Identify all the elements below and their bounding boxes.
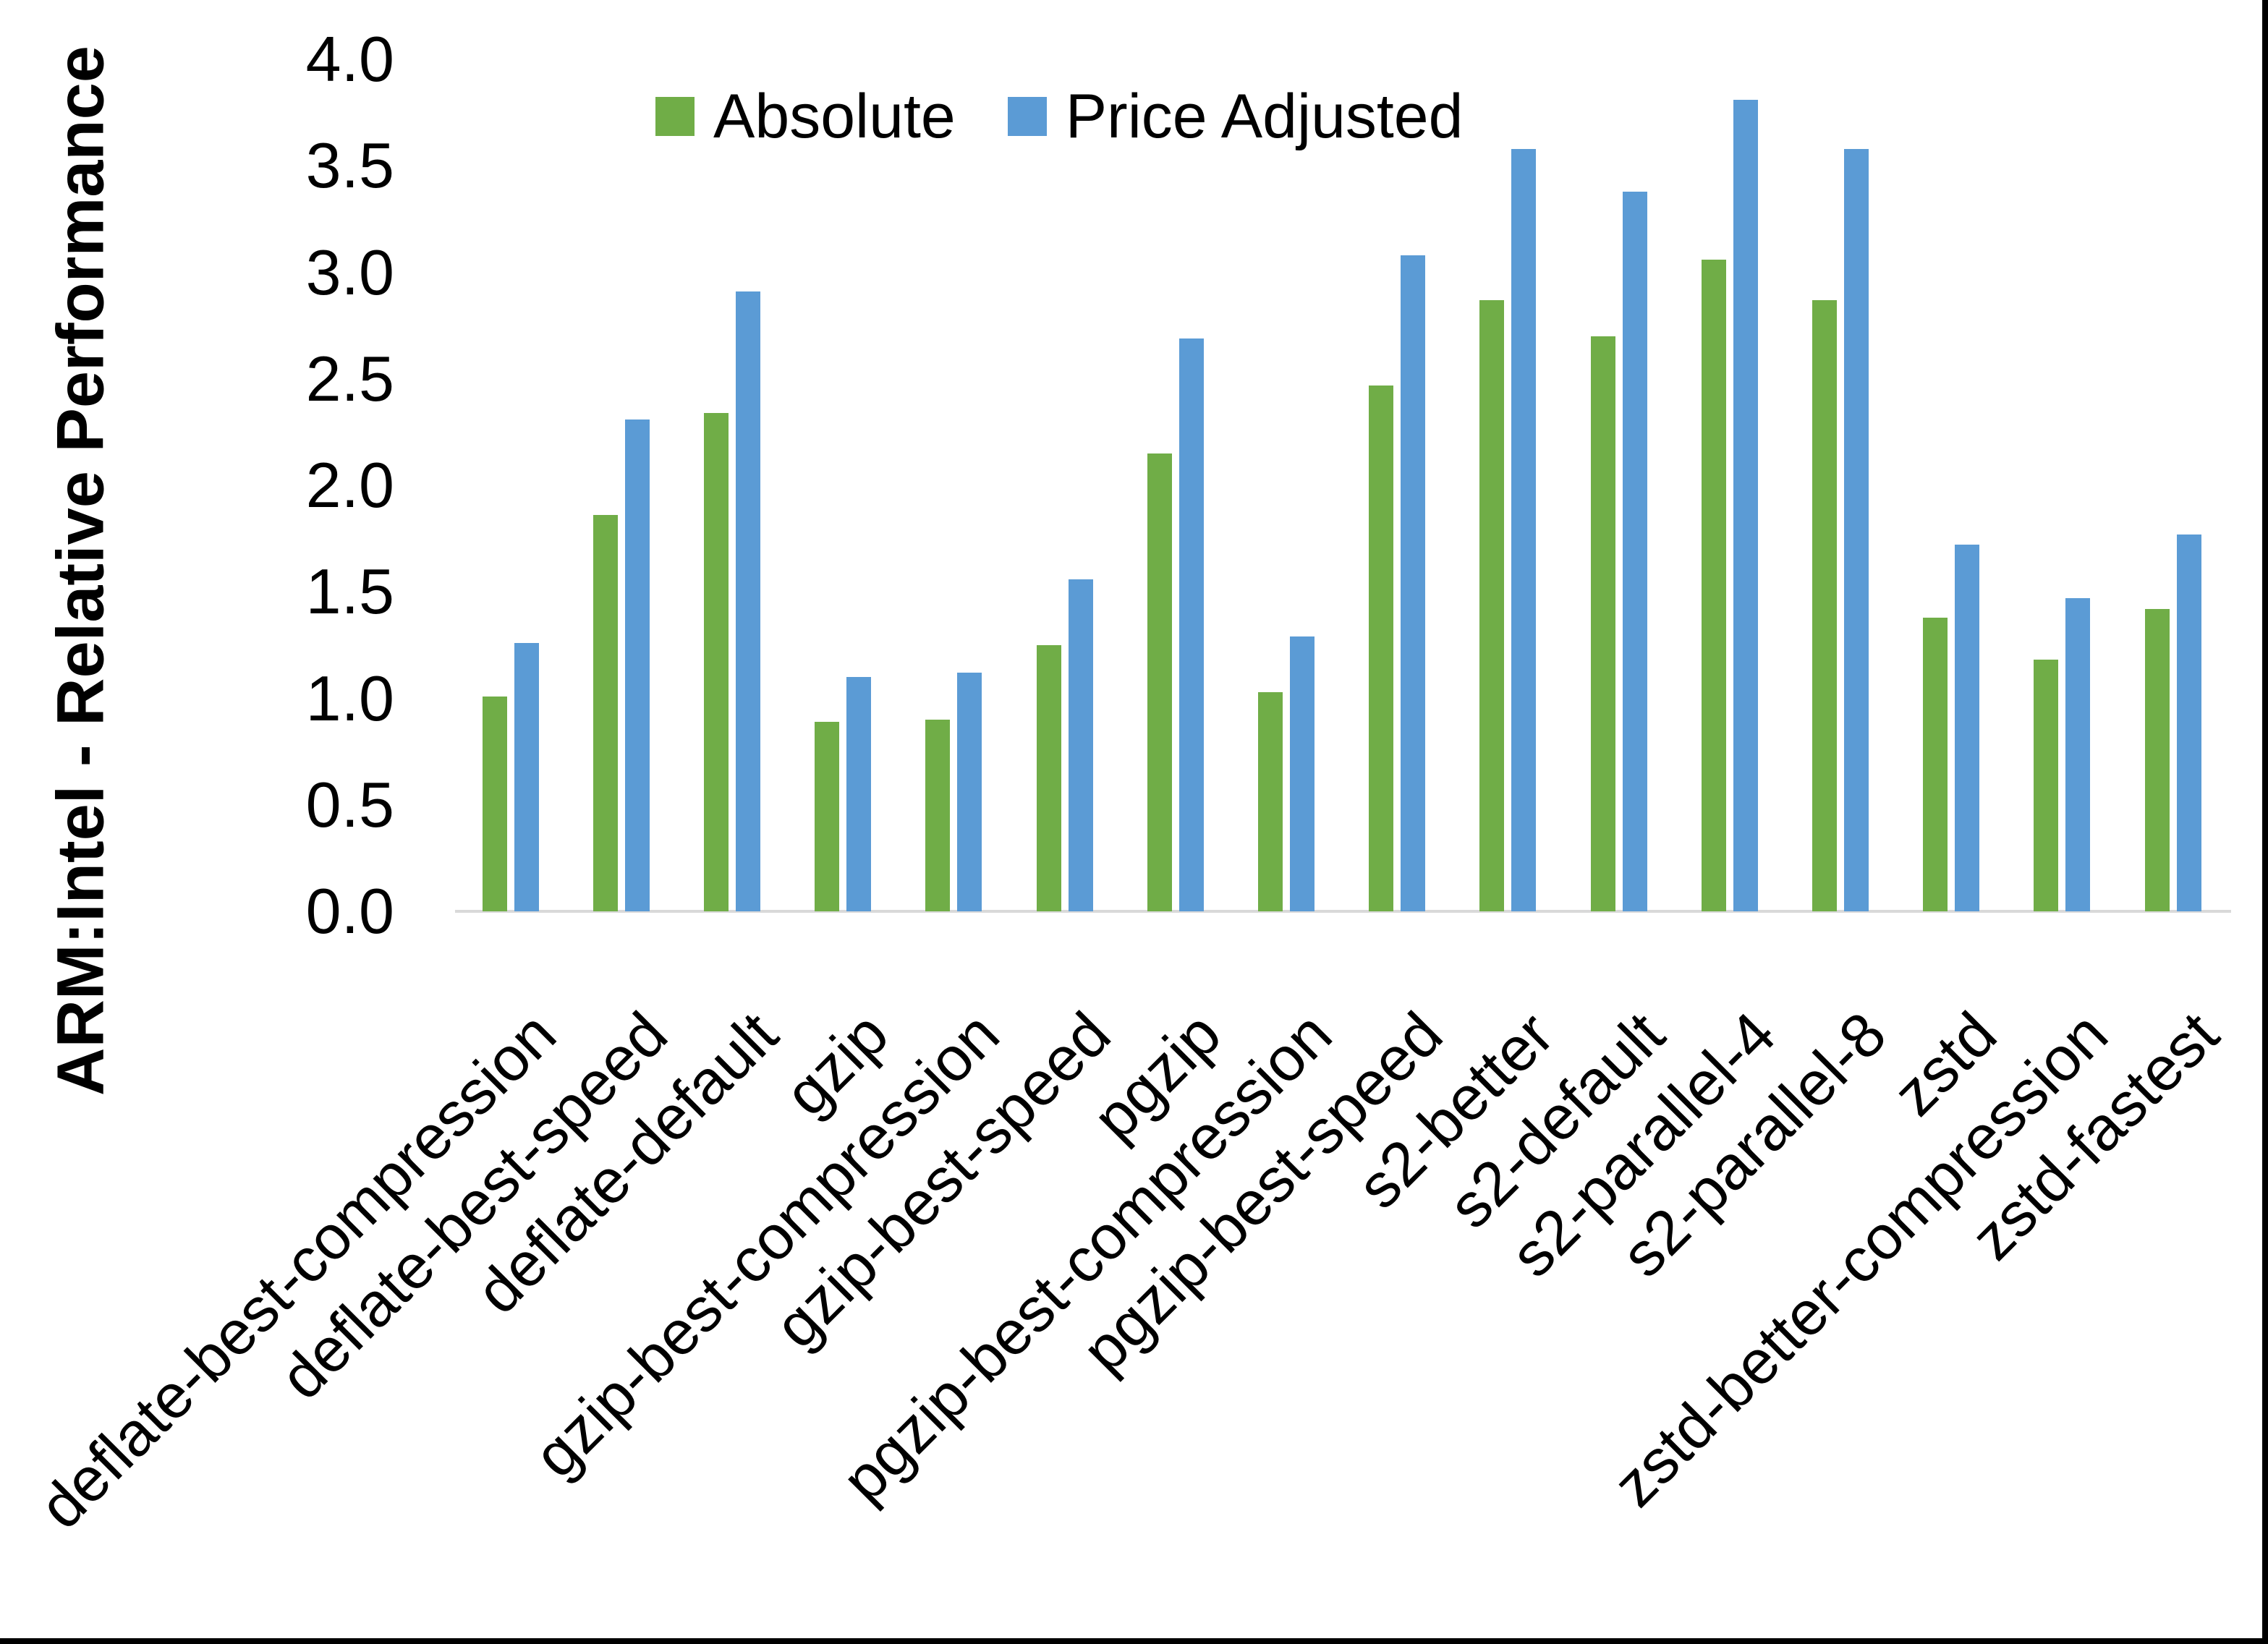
bar-price-adjusted-gzip-best-compression [957, 673, 982, 911]
bar-absolute-s2-default [1591, 336, 1615, 911]
y-tick-3.0: 3.0 [305, 236, 394, 308]
bar-absolute-deflate-best-compression [483, 697, 507, 911]
legend-item-price-adjusted: Price Adjusted [1007, 82, 1464, 151]
x-axis-line [455, 910, 2231, 913]
bar-price-adjusted-deflate-default [736, 291, 760, 911]
legend-label-absolute: Absolute [713, 82, 956, 151]
y-tick-2.0: 2.0 [305, 449, 394, 521]
bar-price-adjusted-pgzip-best-compression [1290, 636, 1314, 911]
bar-price-adjusted-pgzip-best-speed [1401, 255, 1425, 911]
legend-swatch-absolute [655, 97, 695, 136]
bar-price-adjusted-deflate-best-speed [625, 419, 650, 911]
y-tick-0.5: 0.5 [305, 768, 394, 840]
bar-price-adjusted-gzip-best-speed [1069, 579, 1093, 911]
bar-absolute-s2-better [1479, 300, 1504, 911]
bar-absolute-pgzip-best-speed [1369, 386, 1393, 911]
bar-absolute-gzip-best-compression [925, 720, 950, 911]
bar-price-adjusted-s2-default [1623, 192, 1647, 911]
legend-swatch-price-adjusted [1007, 97, 1047, 136]
bar-price-adjusted-zstd-better-compression [2065, 598, 2090, 911]
bar-absolute-s2-parallel-4 [1702, 260, 1726, 911]
bar-absolute-gzip-best-speed [1037, 645, 1061, 911]
bar-price-adjusted-gzip [846, 677, 871, 911]
bar-absolute-gzip [815, 722, 839, 911]
y-tick-1.5: 1.5 [305, 555, 394, 628]
bar-price-adjusted-zstd [1955, 545, 1979, 911]
bar-price-adjusted-deflate-best-compression [514, 643, 539, 911]
legend-label-price-adjusted: Price Adjusted [1065, 82, 1464, 151]
bar-absolute-s2-parallel-8 [1812, 300, 1837, 911]
bar-absolute-deflate-best-speed [593, 515, 618, 911]
bar-absolute-pgzip-best-compression [1258, 692, 1283, 911]
y-tick-1.0: 1.0 [305, 662, 394, 734]
bar-absolute-deflate-default [704, 413, 729, 911]
bar-absolute-zstd [1923, 618, 1948, 911]
bar-price-adjusted-s2-parallel-8 [1844, 149, 1869, 911]
y-tick-0.0: 0.0 [305, 875, 394, 947]
bar-price-adjusted-zstd-fastest [2177, 534, 2201, 911]
y-tick-2.5: 2.5 [305, 342, 394, 414]
y-tick-3.5: 3.5 [305, 129, 394, 202]
y-axis-title: ARM:Intel - Relative Performance [43, 46, 118, 1096]
bar-absolute-pgzip [1147, 453, 1172, 911]
bar-absolute-zstd-better-compression [2034, 660, 2058, 911]
y-tick-4.0: 4.0 [305, 23, 394, 95]
legend: Absolute Price Adjusted [655, 85, 1463, 148]
bar-price-adjusted-s2-parallel-4 [1733, 100, 1758, 911]
bar-price-adjusted-pgzip [1179, 338, 1204, 911]
bar-absolute-zstd-fastest [2145, 609, 2170, 911]
bar-price-adjusted-s2-better [1511, 149, 1536, 911]
legend-item-absolute: Absolute [655, 85, 956, 148]
